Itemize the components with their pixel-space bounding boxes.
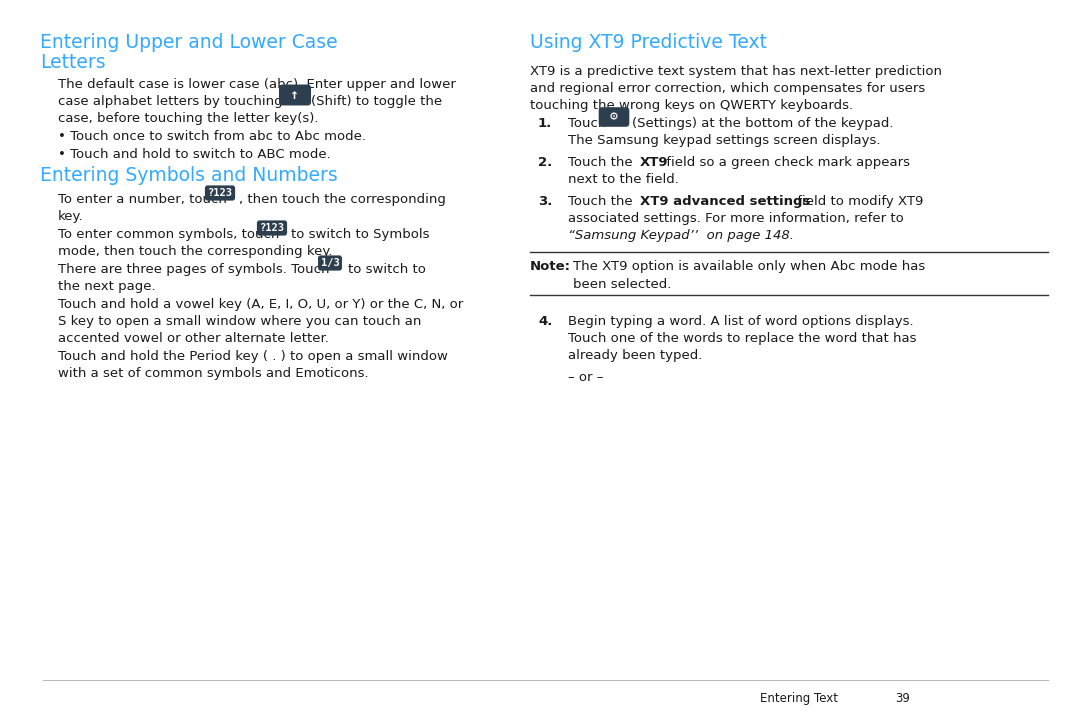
Text: ?123: ?123 [207, 188, 232, 198]
Text: XT9: XT9 [640, 156, 669, 169]
Text: Using XT9 Predictive Text: Using XT9 Predictive Text [530, 33, 767, 52]
Text: Touch the: Touch the [568, 195, 637, 208]
Text: (Settings) at the bottom of the keypad.: (Settings) at the bottom of the keypad. [632, 117, 893, 130]
Text: field so a green check mark appears: field so a green check mark appears [662, 156, 910, 169]
Text: ?123: ?123 [259, 223, 284, 233]
Text: 1/3: 1/3 [321, 258, 339, 268]
Text: Touch the: Touch the [568, 156, 637, 169]
Text: The Samsung keypad settings screen displays.: The Samsung keypad settings screen displ… [568, 134, 880, 147]
Text: Note:: Note: [530, 260, 571, 273]
Text: case, before touching the letter key(s).: case, before touching the letter key(s). [58, 112, 319, 125]
Text: The default case is lower case (abc). Enter upper and lower: The default case is lower case (abc). En… [58, 78, 456, 91]
Text: the next page.: the next page. [58, 280, 156, 293]
Text: to switch to: to switch to [348, 263, 426, 276]
Text: to switch to Symbols: to switch to Symbols [291, 228, 430, 241]
Text: touching the wrong keys on QWERTY keyboards.: touching the wrong keys on QWERTY keyboa… [530, 99, 853, 112]
Text: S key to open a small window where you can touch an: S key to open a small window where you c… [58, 315, 421, 328]
Text: case alphabet letters by touching: case alphabet letters by touching [58, 95, 283, 108]
Text: Touch and hold the Period key ( . ) to open a small window: Touch and hold the Period key ( . ) to o… [58, 350, 448, 363]
Text: 1.: 1. [538, 117, 552, 130]
Text: XT9 advanced settings: XT9 advanced settings [640, 195, 810, 208]
Text: 2.: 2. [538, 156, 552, 169]
Text: Entering Text: Entering Text [760, 692, 838, 705]
Text: – or –: – or – [568, 371, 604, 384]
Text: field to modify XT9: field to modify XT9 [793, 195, 923, 208]
Text: Entering Upper and Lower Case: Entering Upper and Lower Case [40, 33, 338, 52]
Text: The XT9 option is available only when Abc mode has: The XT9 option is available only when Ab… [573, 260, 926, 273]
Text: with a set of common symbols and Emoticons.: with a set of common symbols and Emotico… [58, 367, 368, 380]
Text: Letters: Letters [40, 53, 106, 72]
Text: Touch: Touch [568, 117, 606, 130]
Text: been selected.: been selected. [573, 278, 672, 291]
Text: 4.: 4. [538, 315, 552, 328]
Text: • Touch and hold to switch to ABC mode.: • Touch and hold to switch to ABC mode. [58, 148, 330, 161]
Text: Begin typing a word. A list of word options displays.: Begin typing a word. A list of word opti… [568, 315, 914, 328]
Text: 39: 39 [895, 692, 909, 705]
Text: 3.: 3. [538, 195, 552, 208]
Text: ⚙: ⚙ [602, 110, 626, 124]
Text: , then touch the corresponding: , then touch the corresponding [239, 193, 446, 206]
Text: key.: key. [58, 210, 83, 223]
Text: Touch one of the words to replace the word that has: Touch one of the words to replace the wo… [568, 332, 917, 345]
Text: To enter common symbols, touch: To enter common symbols, touch [58, 228, 280, 241]
Text: next to the field.: next to the field. [568, 173, 679, 186]
Text: associated settings. For more information, refer to: associated settings. For more informatio… [568, 212, 904, 225]
Text: ↑: ↑ [283, 88, 308, 102]
Text: There are three pages of symbols. Touch: There are three pages of symbols. Touch [58, 263, 329, 276]
Text: Touch and hold a vowel key (A, E, I, O, U, or Y) or the C, N, or: Touch and hold a vowel key (A, E, I, O, … [58, 298, 463, 311]
Text: already been typed.: already been typed. [568, 349, 702, 362]
Text: and regional error correction, which compensates for users: and regional error correction, which com… [530, 82, 926, 95]
Text: • Touch once to switch from abc to Abc mode.: • Touch once to switch from abc to Abc m… [58, 130, 366, 143]
Text: mode, then touch the corresponding key.: mode, then touch the corresponding key. [58, 245, 333, 258]
Text: (Shift) to toggle the: (Shift) to toggle the [311, 95, 442, 108]
Text: “Samsung Keypad’’  on page 148.: “Samsung Keypad’’ on page 148. [568, 229, 794, 242]
Text: XT9 is a predictive text system that has next-letter prediction: XT9 is a predictive text system that has… [530, 65, 942, 78]
Text: Entering Symbols and Numbers: Entering Symbols and Numbers [40, 166, 338, 185]
Text: To enter a number, touch: To enter a number, touch [58, 193, 227, 206]
Text: accented vowel or other alternate letter.: accented vowel or other alternate letter… [58, 332, 329, 345]
